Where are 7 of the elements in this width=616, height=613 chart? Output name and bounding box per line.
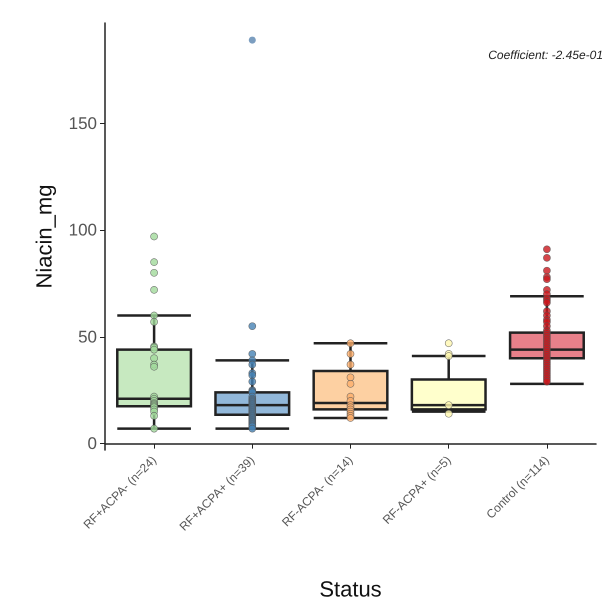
y-axis-title: Niacin_mg xyxy=(32,184,56,288)
x-axis-title: Status xyxy=(319,576,382,602)
y-tick-label: 100 xyxy=(68,220,97,240)
y-tick-label: 50 xyxy=(78,327,97,346)
y-tick-label: 0 xyxy=(88,434,97,454)
y-tick-label: 150 xyxy=(68,114,97,133)
annotation: Coefficient: -2.45e-01 xyxy=(488,48,603,62)
